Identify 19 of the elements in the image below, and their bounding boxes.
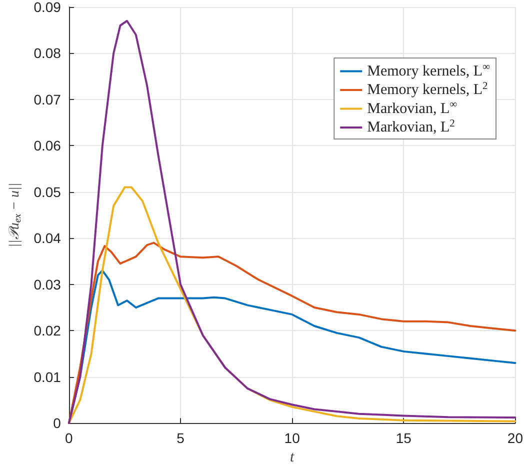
legend-label: Memory kernels, L∞: [367, 62, 491, 80]
y-tick-label: 0.09: [34, 0, 62, 15]
x-axis-title: t: [290, 450, 295, 466]
x-tick-label: 0: [65, 430, 74, 446]
legend-label: Markovian, L∞: [367, 100, 458, 117]
y-tick-label: 0.02: [34, 322, 62, 339]
y-tick-label: 0: [53, 415, 62, 432]
y-tick-label: 0.05: [34, 184, 62, 200]
x-tick-label: 5: [176, 430, 185, 446]
y-tick-label: 0.04: [34, 230, 62, 246]
y-tick-label: 0.08: [34, 45, 62, 62]
x-tick-label: 15: [396, 430, 412, 446]
y-tick-label: 0.07: [34, 91, 62, 108]
y-tick-label: 0.01: [34, 368, 62, 385]
y-axis-title: ||𝒫uex − u||: [8, 182, 24, 248]
x-tick-label: 10: [284, 430, 300, 446]
x-tick-label: 20: [507, 430, 524, 446]
y-tick-label: 0.03: [34, 276, 62, 292]
y-tick-label: 0.06: [34, 138, 62, 154]
